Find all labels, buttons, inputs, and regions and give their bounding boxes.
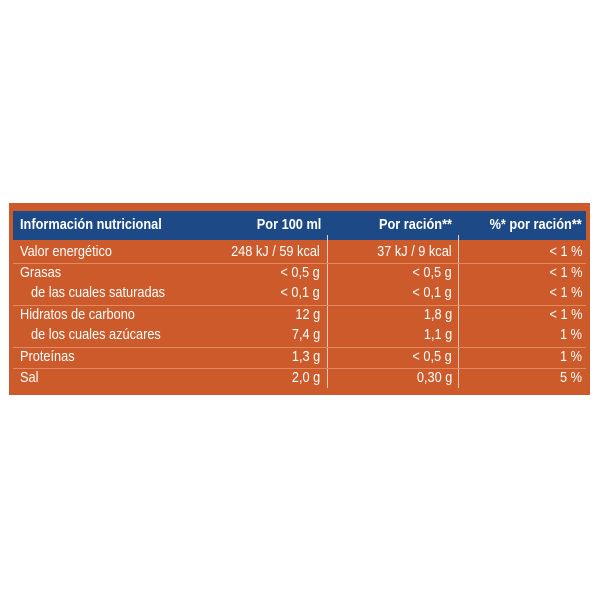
row-divider	[13, 305, 586, 306]
row-pct: < 1 %	[549, 307, 582, 323]
row-divider	[13, 347, 586, 348]
column-divider	[327, 235, 328, 388]
row-per-serving: 1,8 g	[423, 307, 452, 323]
row-pct: 1 %	[560, 327, 582, 343]
row-per-100ml: 248 kJ / 59 kcal	[231, 244, 320, 260]
row-label: de los cuales azúcares	[31, 327, 161, 343]
row-divider	[13, 368, 586, 369]
nutrition-table: Información nutricional Por 100 ml Por r…	[9, 203, 590, 395]
row-label: Sal	[20, 370, 39, 386]
table-row: de los cuales azúcares 7,4 g 1,1 g 1 %	[9, 327, 590, 346]
table-header: Información nutricional Por 100 ml Por r…	[13, 211, 586, 240]
header-per-serving: Por ración**	[378, 217, 452, 233]
row-pct: < 1 %	[549, 265, 582, 281]
table-row: Grasas < 0,5 g < 0,5 g < 1 %	[9, 265, 590, 284]
row-label: Grasas	[20, 265, 62, 281]
row-per-serving: < 0,5 g	[412, 349, 452, 365]
row-pct: 1 %	[560, 349, 582, 365]
row-label: Hidratos de carbono	[20, 307, 135, 323]
row-per-serving: < 0,1 g	[412, 285, 452, 301]
row-pct: < 1 %	[549, 285, 582, 301]
row-per-100ml: < 0,5 g	[280, 265, 320, 281]
row-label: Proteínas	[20, 349, 75, 365]
row-per-100ml: 7,4 g	[291, 327, 320, 343]
row-label: de las cuales saturadas	[31, 285, 166, 301]
table-row: Sal 2,0 g 0,30 g 5 %	[9, 370, 590, 389]
table-row: de las cuales saturadas < 0,1 g < 0,1 g …	[9, 285, 590, 304]
column-divider	[458, 235, 459, 388]
row-divider	[13, 263, 586, 264]
row-per-100ml: 1,3 g	[291, 349, 320, 365]
row-pct: < 1 %	[549, 244, 582, 260]
row-per-serving: < 0,5 g	[412, 265, 452, 281]
header-pct-serving: %* por ración**	[489, 217, 582, 233]
table-row: Valor energético 248 kJ / 59 kcal 37 kJ …	[9, 244, 590, 263]
table-row: Hidratos de carbono 12 g 1,8 g < 1 %	[9, 307, 590, 326]
table-row: Proteínas 1,3 g < 0,5 g 1 %	[9, 349, 590, 368]
header-info: Información nutricional	[20, 217, 162, 233]
header-per-100ml: Por 100 ml	[256, 217, 321, 233]
row-per-100ml: 2,0 g	[291, 370, 320, 386]
row-per-100ml: < 0,1 g	[280, 285, 320, 301]
row-label: Valor energético	[20, 244, 112, 260]
row-per-serving: 37 kJ / 9 kcal	[377, 244, 452, 260]
row-per-serving: 0,30 g	[416, 370, 452, 386]
row-per-100ml: 12 g	[295, 307, 320, 323]
row-pct: 5 %	[560, 370, 582, 386]
row-per-serving: 1,1 g	[423, 327, 452, 343]
